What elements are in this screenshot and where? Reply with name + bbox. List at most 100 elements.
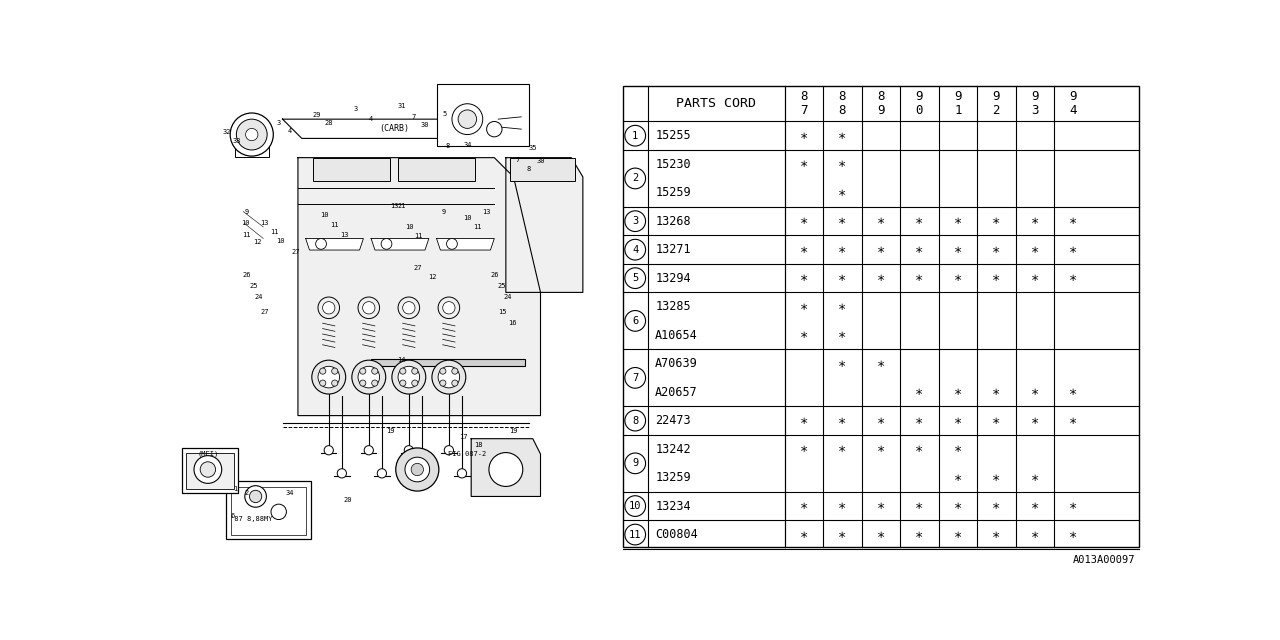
Circle shape [489,452,522,486]
Circle shape [195,456,221,483]
Text: ∗: ∗ [838,413,846,428]
Circle shape [452,368,458,374]
Text: 10: 10 [321,212,329,218]
Circle shape [320,380,326,386]
Text: 14: 14 [398,357,406,363]
Circle shape [399,368,406,374]
Circle shape [371,380,378,386]
Text: 8: 8 [527,166,531,172]
Circle shape [358,366,380,388]
Text: 9: 9 [244,209,248,214]
Text: ∗: ∗ [992,385,1001,399]
Text: 25: 25 [250,284,259,289]
Text: ∗: ∗ [800,413,808,428]
Text: ∗: ∗ [1030,499,1039,513]
Text: 4: 4 [369,116,374,122]
Circle shape [411,463,424,476]
Text: 3: 3 [1032,104,1038,117]
Bar [187,453,234,489]
Text: 5: 5 [632,273,639,283]
Text: 34: 34 [285,490,294,495]
Text: ∗: ∗ [954,413,963,428]
Text: 0: 0 [915,104,923,117]
Text: ∗: ∗ [1069,385,1078,399]
Text: ∗: ∗ [1069,243,1078,257]
Text: ∗: ∗ [954,271,963,285]
Text: A10654: A10654 [655,328,698,342]
Circle shape [398,297,420,319]
Text: ∗: ∗ [915,499,924,513]
Bar [398,157,475,180]
Polygon shape [436,239,494,250]
Text: ∗: ∗ [838,157,846,171]
Text: ∗: ∗ [954,470,963,484]
Text: 13234: 13234 [655,500,691,513]
Text: 22473: 22473 [655,414,691,427]
Circle shape [332,368,338,374]
Text: 11: 11 [628,529,641,540]
Circle shape [458,110,476,129]
Circle shape [337,468,347,478]
Text: ∗: ∗ [877,442,884,456]
Text: ∗: ∗ [915,385,924,399]
Text: ∗: ∗ [800,157,808,171]
Text: ∗: ∗ [800,243,808,257]
Text: ∗: ∗ [1030,243,1039,257]
Text: ∗: ∗ [800,499,808,513]
Text: 3: 3 [353,106,358,112]
Text: 9: 9 [915,90,923,103]
Circle shape [396,448,439,491]
Text: 8: 8 [838,104,846,117]
Circle shape [381,239,392,249]
Circle shape [358,297,380,319]
Bar [509,157,575,180]
Text: 11: 11 [270,229,279,236]
Bar [314,157,390,180]
Text: 6: 6 [632,316,639,326]
Text: 2: 2 [992,104,1000,117]
Text: PARTS CORD: PARTS CORD [676,97,756,110]
Circle shape [403,301,415,314]
Text: ∗: ∗ [915,527,924,541]
Text: ∗: ∗ [1030,385,1039,399]
Text: 28: 28 [325,120,333,126]
Text: 2: 2 [632,173,639,184]
Circle shape [438,366,460,388]
Text: 10: 10 [406,224,413,230]
Text: ∗: ∗ [1030,271,1039,285]
Circle shape [457,468,467,478]
Bar [227,481,311,539]
Text: 9: 9 [1070,90,1076,103]
Text: 34: 34 [463,141,471,148]
Text: 9: 9 [877,104,884,117]
Circle shape [362,301,375,314]
Text: 24: 24 [255,294,262,300]
Text: ∗: ∗ [838,356,846,371]
Text: ∗: ∗ [992,499,1001,513]
Circle shape [271,504,287,520]
Text: ∗: ∗ [800,214,808,228]
Text: 3: 3 [276,120,280,126]
Text: 29: 29 [312,112,321,118]
Text: ∗: ∗ [800,527,808,541]
Circle shape [392,360,426,394]
Text: 30: 30 [421,122,429,127]
Circle shape [365,445,374,455]
Polygon shape [283,119,513,138]
Text: ∗: ∗ [954,243,963,257]
Text: A70639: A70639 [655,357,698,370]
Bar [183,448,238,493]
Text: 31: 31 [398,103,406,109]
Text: 4: 4 [632,244,639,255]
Text: ∗: ∗ [877,527,884,541]
Text: 13: 13 [340,232,348,237]
Text: (MFI): (MFI) [197,451,219,458]
Text: ∗: ∗ [838,214,846,228]
Text: 8: 8 [838,90,846,103]
Text: 1: 1 [632,131,639,141]
Text: 16: 16 [508,320,516,326]
Text: ∗: ∗ [915,442,924,456]
Text: 20: 20 [344,497,352,503]
Text: 15259: 15259 [655,186,691,199]
Text: ∗: ∗ [877,499,884,513]
